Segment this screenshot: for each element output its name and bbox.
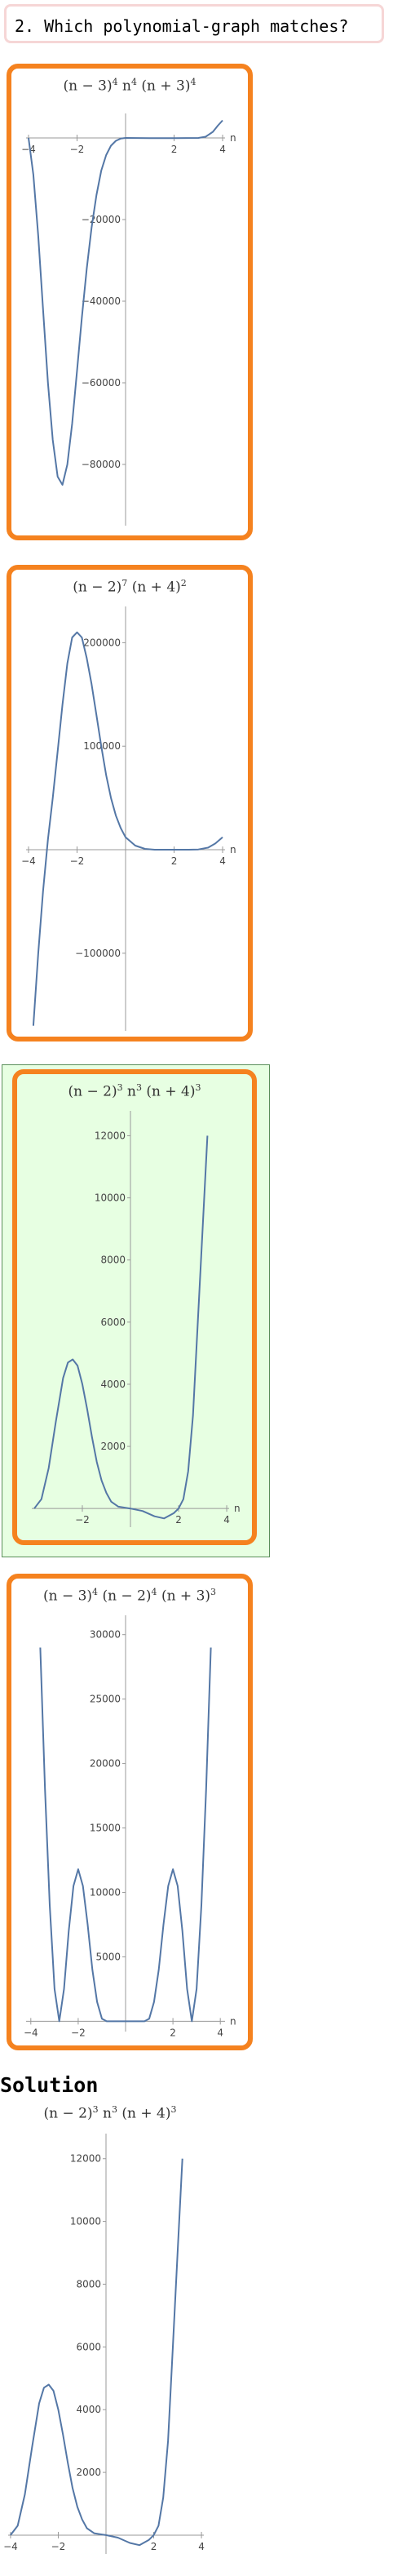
x-tick-label: −2 [70, 144, 85, 155]
y-tick-label: 12000 [70, 2153, 101, 2165]
x-tick-label: −4 [3, 2541, 18, 2552]
y-tick-label: −20000 [82, 214, 121, 225]
x-axis-label: n [234, 1503, 241, 1514]
y-tick-label: 4000 [100, 1379, 126, 1390]
graph-a: −4 −2 2 4 −20000 −40000 −60000 −80000 n [21, 113, 236, 526]
question-box: 2. Which polynomial-graph matches? [4, 4, 384, 43]
x-axis-label: n [230, 132, 236, 144]
choice-card-b[interactable]: (n − 2)7 (n + 4)2 −4 −2 2 4 200000 100000 −100… [7, 565, 253, 1042]
x-tick-label: 4 [219, 144, 226, 155]
equation-a: (n − 3)4 n4 (n + 3)4 [63, 77, 196, 95]
y-tick-label: −100000 [75, 948, 121, 959]
x-tick-label: 2 [171, 144, 178, 155]
series-line [28, 119, 223, 486]
x-tick-label: −2 [70, 855, 85, 867]
question-label: 2. Which polynomial-graph matches? [15, 16, 349, 36]
x-tick-label: −4 [21, 855, 36, 867]
series-line [32, 631, 223, 1026]
x-tick-label: 4 [223, 1514, 230, 1526]
x-tick-label: 2 [151, 2541, 157, 2552]
x-tick-label: 4 [198, 2541, 205, 2552]
x-tick-label: −2 [71, 2027, 86, 2038]
graph-c: −2 2 4 2000 4000 6000 8000 10000 12000 n [32, 1111, 241, 1527]
y-tick-label: −80000 [82, 459, 121, 470]
x-axis-label: n [230, 2015, 236, 2027]
series-line [39, 1647, 212, 2023]
y-tick-label: 10000 [95, 1193, 126, 1204]
y-tick-label: 8000 [100, 1255, 126, 1266]
y-tick-label: 2000 [100, 1441, 126, 1452]
y-tick-label: 6000 [76, 2341, 101, 2352]
y-tick-label: −60000 [82, 377, 121, 389]
x-tick-label: −4 [21, 144, 36, 155]
y-tick-label: 30000 [90, 1629, 121, 1641]
y-tick-label: 6000 [100, 1317, 126, 1328]
x-tick-label: 4 [219, 855, 226, 867]
x-tick-label: −2 [75, 1514, 90, 1526]
equation-d: (n − 3)4 (n − 2)4 (n + 3)3 [42, 1587, 217, 1605]
solution-equation: (n − 2)3 n3 (n + 4)3 [43, 2104, 177, 2122]
choice-card-c[interactable]: (n − 2)3 n3 (n + 4)3 −2 2 4 2000 4000 6000 800… [12, 1069, 257, 1545]
x-tick-label: 2 [170, 2027, 176, 2038]
solution-heading: Solution [0, 2073, 99, 2097]
y-tick-label: 10000 [90, 1886, 121, 1898]
x-tick-label: 4 [217, 2027, 223, 2038]
y-tick-label: 200000 [83, 637, 121, 648]
y-tick-label: 4000 [76, 2404, 101, 2415]
y-tick-label: 15000 [90, 1823, 121, 1834]
equation-c: (n − 2)3 n3 (n + 4)3 [68, 1082, 201, 1100]
equation-b: (n − 2)7 (n + 4)2 [73, 578, 187, 596]
y-tick-label: 2000 [76, 2467, 101, 2478]
solution-graph-panel: (n − 2)3 n3 (n + 4)3 −4 −2 2 4 2000 4000 6000 8… [0, 2101, 220, 2576]
y-tick-label: 10000 [70, 2216, 101, 2227]
y-tick-label: 25000 [90, 1694, 121, 1705]
y-tick-label: 12000 [95, 1130, 126, 1141]
graph-d: −4 −2 2 4 5000 10000 15000 20000 25000 30000 n [24, 1615, 236, 2038]
y-tick-label: −40000 [82, 295, 121, 307]
x-axis-label: n [230, 844, 236, 855]
y-tick-label: 5000 [95, 1951, 121, 1962]
x-tick-label: −2 [51, 2541, 66, 2552]
choice-card-d[interactable]: (n − 3)4 (n − 2)4 (n + 3)3 −4 −2 2 4 5000 100… [7, 1574, 253, 2050]
solution-graph: −4 −2 2 4 2000 4000 6000 8000 10000 12000 [3, 2134, 205, 2554]
x-tick-label: −4 [24, 2027, 38, 2038]
y-tick-label: 20000 [90, 1758, 121, 1770]
y-tick-label: 8000 [76, 2278, 101, 2290]
x-tick-label: 2 [171, 855, 178, 867]
choice-card-a[interactable]: (n − 3)4 n4 (n + 3)4 −4 −2 2 4 −20000 −40000−… [7, 64, 253, 540]
series-line [33, 1135, 209, 1520]
series-line [10, 2158, 183, 2547]
x-tick-label: 2 [175, 1514, 182, 1526]
